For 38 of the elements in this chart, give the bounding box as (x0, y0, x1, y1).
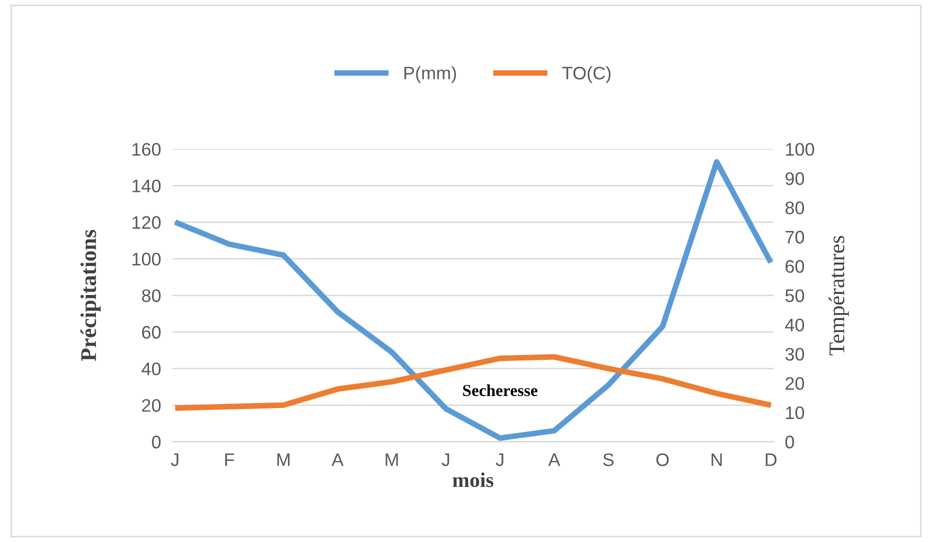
x-tick-label: J (496, 454, 504, 466)
y2-tick-label: 100 (786, 142, 814, 156)
y2-tick-label: 80 (785, 202, 804, 214)
x-tick-label: D (766, 454, 777, 466)
legend-label: TO(C) (562, 66, 611, 84)
y2-tick-label: 10 (786, 406, 804, 420)
y2-tick-label: 90 (786, 172, 804, 186)
y-tick-label: 160 (132, 142, 161, 156)
y-tick-label: 100 (132, 252, 161, 266)
y-tick-label: 40 (142, 362, 161, 376)
y-tick-label: 20 (142, 399, 161, 412)
x-tick-label: F (225, 454, 234, 466)
x-tick-label: J (170, 454, 178, 466)
y2-tick-label: 60 (786, 260, 804, 273)
x-tick-label: A (332, 454, 344, 466)
x-axis-title: mois (452, 472, 494, 488)
y-tick-label: 0 (152, 436, 161, 448)
x-tick-label: M (277, 454, 290, 466)
y-tick-label: 60 (142, 326, 161, 339)
y2-tick-label: 20 (786, 377, 804, 390)
y2-tick-label: 0 (785, 436, 794, 448)
x-tick-label: O (656, 453, 669, 466)
y2-tick-label: 40 (785, 318, 804, 332)
y-tick-label: 120 (132, 216, 161, 229)
legend-label: P(mm) (404, 66, 456, 84)
x-tick-label: A (548, 454, 560, 466)
y-tick-label: 140 (132, 180, 161, 192)
y2-axis-title: Températures (828, 236, 849, 356)
x-tick-label: N (712, 454, 722, 466)
y2-tick-label: 30 (785, 348, 804, 361)
y-axis-title: Précipitations (80, 230, 101, 362)
y2-tick-label: 70 (786, 230, 804, 244)
x-tick-label: J (442, 454, 450, 466)
y2-tick-label: 50 (785, 289, 804, 302)
x-tick-label: S (603, 453, 614, 466)
x-tick-label: M (386, 454, 398, 466)
y-tick-label: 80 (142, 289, 161, 302)
annotation: Secheresse (463, 384, 538, 396)
